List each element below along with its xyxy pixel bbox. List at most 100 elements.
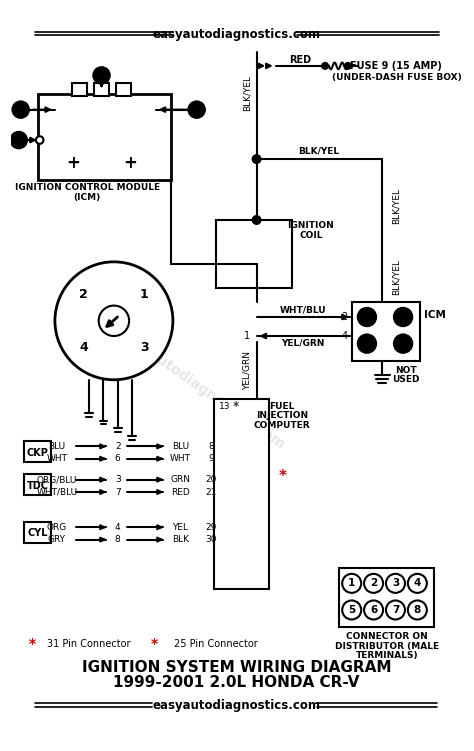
Bar — [25, 475, 51, 496]
Text: 2: 2 — [115, 442, 120, 451]
Text: NOT: NOT — [395, 366, 417, 375]
Text: 6: 6 — [115, 454, 120, 463]
Text: *: * — [150, 637, 157, 651]
Text: FUSE 9 (15 AMP): FUSE 9 (15 AMP) — [350, 61, 442, 71]
Circle shape — [55, 262, 173, 380]
Text: 3: 3 — [115, 475, 120, 484]
Text: 6: 6 — [370, 605, 377, 615]
Text: 1: 1 — [244, 331, 250, 341]
Text: BLK/YEL: BLK/YEL — [298, 147, 339, 156]
Text: IGNITION: IGNITION — [287, 222, 334, 230]
Text: 1: 1 — [363, 312, 371, 322]
Circle shape — [322, 62, 328, 69]
Circle shape — [10, 131, 27, 149]
Text: *: * — [28, 637, 36, 651]
Circle shape — [36, 136, 44, 144]
Circle shape — [252, 155, 261, 164]
Text: WHT: WHT — [170, 454, 191, 463]
Text: 8: 8 — [414, 605, 421, 615]
Text: FUEL: FUEL — [270, 402, 295, 411]
Text: IGNITION CONTROL MODULE: IGNITION CONTROL MODULE — [15, 183, 160, 192]
Text: WHT: WHT — [46, 454, 67, 463]
Text: 31 Pin Connector: 31 Pin Connector — [47, 639, 131, 649]
Text: BLU: BLU — [48, 442, 65, 451]
Circle shape — [12, 101, 29, 118]
Text: 4: 4 — [79, 341, 88, 354]
Text: 4: 4 — [115, 523, 120, 532]
Circle shape — [386, 601, 405, 620]
Bar — [216, 220, 292, 288]
Circle shape — [364, 574, 383, 593]
Text: YEL: YEL — [173, 523, 189, 532]
Text: 1: 1 — [15, 135, 22, 145]
Text: TERMINALS): TERMINALS) — [356, 651, 418, 660]
Text: IGNITION SYSTEM WIRING DIAGRAM: IGNITION SYSTEM WIRING DIAGRAM — [82, 659, 392, 674]
Text: 13: 13 — [219, 402, 230, 411]
Text: 3: 3 — [399, 312, 407, 322]
Text: 4: 4 — [414, 578, 421, 588]
Text: 21: 21 — [205, 487, 217, 496]
Text: 3: 3 — [392, 578, 399, 588]
Circle shape — [393, 334, 412, 353]
Text: 7: 7 — [392, 605, 399, 615]
Bar — [38, 95, 171, 180]
Text: easyautodiagnostics.com: easyautodiagnostics.com — [116, 327, 287, 452]
Circle shape — [345, 62, 351, 69]
Circle shape — [188, 101, 205, 118]
Text: YEL/GRN: YEL/GRN — [282, 338, 325, 347]
Text: 3: 3 — [140, 341, 149, 354]
Text: ORG: ORG — [47, 523, 67, 532]
Text: GRN: GRN — [171, 475, 191, 484]
Circle shape — [252, 216, 261, 225]
Text: 30: 30 — [205, 535, 217, 544]
Text: 4: 4 — [399, 339, 407, 348]
Text: COMPUTER: COMPUTER — [254, 421, 310, 430]
Bar — [116, 83, 131, 96]
Text: 3: 3 — [98, 71, 105, 80]
Text: easyautodiagnostics.com: easyautodiagnostics.com — [153, 28, 320, 41]
Circle shape — [342, 601, 361, 620]
Text: +: + — [123, 154, 137, 172]
Circle shape — [364, 601, 383, 620]
Text: 8: 8 — [115, 535, 120, 544]
Text: 2: 2 — [370, 578, 377, 588]
Text: BLK: BLK — [172, 535, 189, 544]
Circle shape — [357, 334, 376, 353]
Text: 2: 2 — [17, 104, 24, 115]
Text: USED: USED — [392, 376, 419, 385]
Text: 25 Pin Connector: 25 Pin Connector — [174, 639, 257, 649]
Text: BLU: BLU — [172, 442, 189, 451]
Text: COIL: COIL — [299, 231, 322, 240]
Text: 1: 1 — [140, 288, 149, 300]
Text: INJECTION: INJECTION — [256, 412, 308, 421]
Text: 4: 4 — [342, 331, 348, 341]
Circle shape — [342, 574, 361, 593]
Text: BLK/YEL: BLK/YEL — [392, 188, 401, 224]
Text: CYL: CYL — [27, 529, 48, 538]
Text: 8: 8 — [208, 442, 214, 451]
Circle shape — [357, 307, 376, 327]
Bar — [94, 83, 109, 96]
Text: 1: 1 — [348, 578, 356, 588]
Bar — [25, 522, 51, 543]
Bar — [214, 399, 269, 589]
Text: (UNDER-DASH FUSE BOX): (UNDER-DASH FUSE BOX) — [331, 73, 461, 82]
Text: 5: 5 — [348, 605, 356, 615]
Text: *: * — [278, 469, 286, 484]
Text: 9: 9 — [208, 454, 214, 463]
Text: WHT/BLU: WHT/BLU — [36, 487, 77, 496]
Text: 29: 29 — [205, 523, 217, 532]
Text: 20: 20 — [205, 475, 217, 484]
Circle shape — [93, 67, 110, 84]
Text: YEL/GRN: YEL/GRN — [243, 351, 252, 390]
Bar — [339, 568, 435, 627]
Text: CKP: CKP — [27, 448, 49, 457]
Text: WHT/BLU: WHT/BLU — [280, 306, 327, 315]
Text: RED: RED — [289, 55, 311, 65]
Text: 7: 7 — [115, 487, 120, 496]
Text: RED: RED — [171, 487, 190, 496]
Text: ICM: ICM — [424, 310, 446, 320]
Text: 2: 2 — [363, 339, 371, 348]
Text: ORG/BLU: ORG/BLU — [36, 475, 77, 484]
Text: +: + — [66, 154, 80, 172]
